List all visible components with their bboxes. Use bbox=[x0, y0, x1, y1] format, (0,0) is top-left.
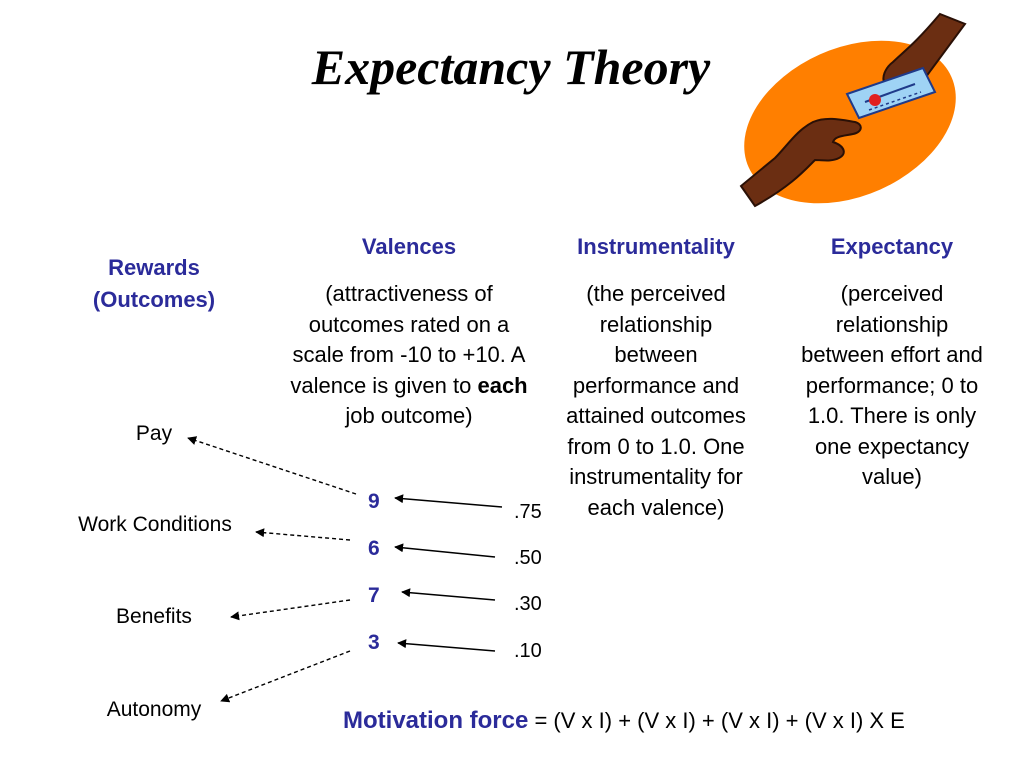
instrumentality-value: .10 bbox=[514, 640, 542, 662]
valence-value: 9 bbox=[368, 490, 380, 513]
arrow-instrumentality-to-valence bbox=[397, 639, 496, 652]
arrow-instrumentality-to-valence bbox=[401, 588, 496, 601]
expectancy-description: (perceived relationship between effort a… bbox=[801, 281, 983, 489]
arrow-instrumentality-to-valence bbox=[394, 494, 503, 508]
arrow-valence-to-outcome bbox=[230, 599, 351, 621]
arrow-valence-to-outcome bbox=[255, 528, 351, 541]
outcome-label-autonomy: Autonomy bbox=[106, 698, 202, 721]
instrumentality-value: .30 bbox=[514, 593, 542, 615]
expectancy-heading: Expectancy bbox=[830, 234, 954, 259]
formula-expression: = (V x I) + (V x I) + (V x I) + (V x I) … bbox=[528, 708, 905, 733]
instrumentality-heading: Instrumentality bbox=[577, 234, 735, 259]
valence-value: 3 bbox=[368, 631, 380, 654]
outcome-label-benefits: Benefits bbox=[116, 605, 192, 628]
outcome-label-pay: Pay bbox=[135, 422, 173, 445]
formula-label: Motivation force bbox=[343, 707, 529, 734]
instrumentality-value: .50 bbox=[514, 547, 542, 569]
arrow-valence-to-outcome bbox=[187, 436, 357, 495]
hands-exchanging-card-icon bbox=[739, 12, 967, 208]
outcome-label-work-conditions: Work Conditions bbox=[78, 513, 232, 536]
arrow-instrumentality-to-valence bbox=[394, 543, 496, 558]
valence-value: 7 bbox=[368, 584, 380, 607]
instrumentality-value: .75 bbox=[514, 501, 542, 523]
valence-value: 6 bbox=[368, 537, 380, 560]
page-title: Expectancy Theory bbox=[311, 39, 711, 95]
instrumentality-description: (the perceived relationship between perf… bbox=[566, 281, 746, 520]
valences-heading: Valences bbox=[361, 234, 457, 259]
motivation-formula: Motivation force = (V x I) + (V x I) + (… bbox=[343, 707, 905, 735]
arrow-valence-to-outcome bbox=[220, 650, 351, 703]
valences-description: (attractiveness of outcomes rated on a s… bbox=[290, 281, 528, 428]
rewards-heading: Rewards (Outcomes) bbox=[92, 255, 216, 312]
